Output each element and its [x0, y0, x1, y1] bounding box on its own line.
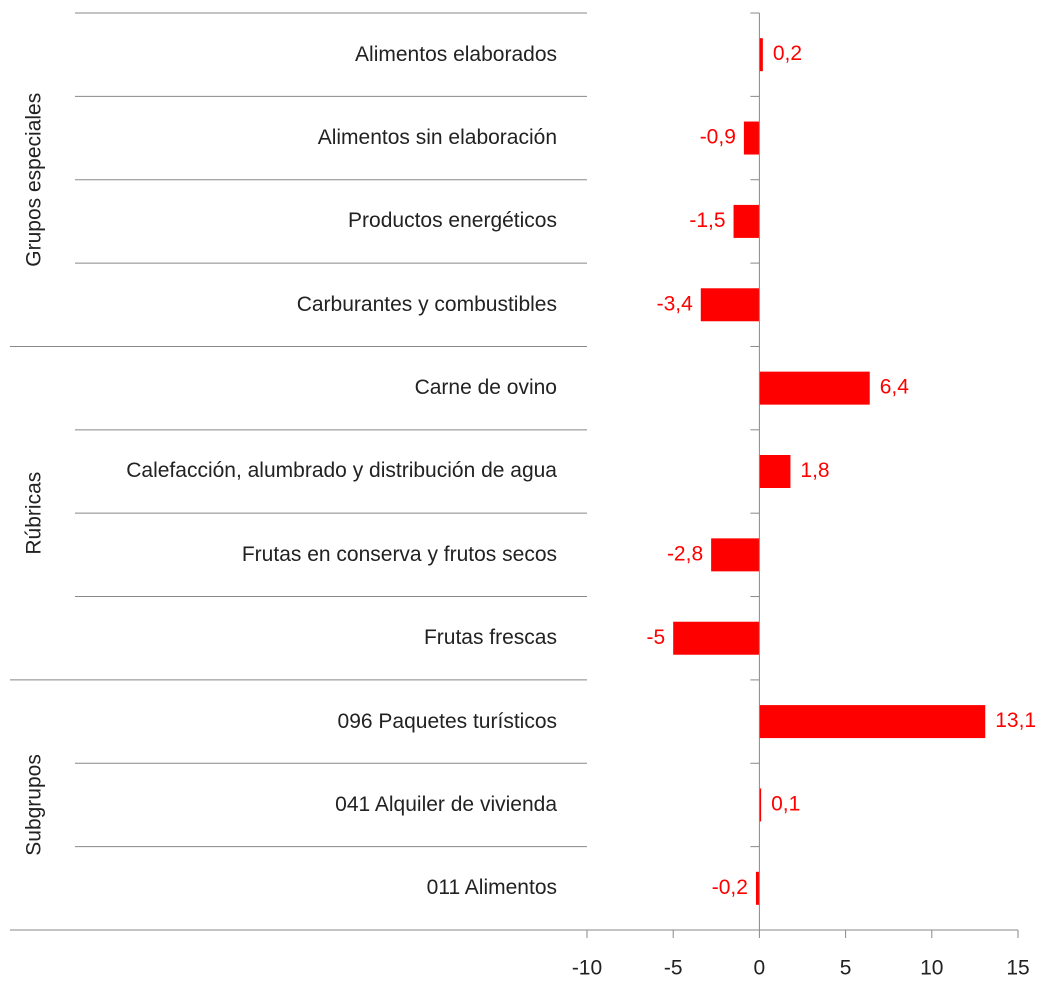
- x-tick-label: -5: [664, 957, 683, 980]
- bar: [700, 288, 760, 322]
- category-label: Alimentos sin elaboración: [317, 126, 557, 150]
- data-label: 0,2: [773, 42, 802, 65]
- x-tick-label: -10: [572, 957, 602, 980]
- data-label: 0,1: [771, 793, 800, 816]
- category-label: Productos energéticos: [348, 209, 557, 233]
- x-tick-label: 10: [920, 957, 943, 980]
- data-label: 13,1: [995, 709, 1036, 732]
- bar: [759, 38, 763, 72]
- data-label: -0,2: [712, 876, 748, 899]
- group-label: Rúbricas: [23, 472, 46, 555]
- bar: [755, 871, 760, 905]
- bar: [759, 705, 986, 739]
- bar: [673, 621, 760, 655]
- data-label: -5: [647, 626, 666, 649]
- category-label: Alimentos elaborados: [355, 42, 557, 66]
- group-label: Subgrupos: [23, 754, 46, 856]
- category-label: Carburantes y combustibles: [296, 292, 557, 316]
- data-label: 1,8: [800, 459, 829, 482]
- category-label: Calefacción, alumbrado y distribución de…: [126, 459, 557, 483]
- data-label: -0,9: [700, 126, 736, 149]
- data-label: 6,4: [880, 376, 910, 399]
- category-label: Frutas en conserva y frutos secos: [241, 542, 557, 566]
- x-tick-label: 15: [1006, 957, 1029, 980]
- data-label: -1,5: [689, 209, 725, 232]
- bar: [711, 538, 760, 572]
- bar: [759, 371, 870, 405]
- bar: [743, 121, 760, 155]
- bar: [733, 204, 760, 238]
- x-tick-label: 0: [754, 957, 766, 980]
- data-label: -3,4: [657, 292, 694, 315]
- bar: [759, 455, 791, 488]
- x-tick-label: 5: [840, 957, 852, 980]
- data-label: -2,8: [667, 542, 703, 565]
- bar: [759, 788, 762, 822]
- category-label: Carne de ovino: [414, 376, 557, 400]
- category-label: 096 Paquetes turísticos: [337, 709, 557, 733]
- group-label: Grupos especiales: [23, 93, 46, 267]
- category-label: 041 Alquiler de vivienda: [335, 792, 557, 816]
- category-label: 011 Alimentos: [426, 876, 557, 900]
- category-label: Frutas frescas: [423, 626, 557, 650]
